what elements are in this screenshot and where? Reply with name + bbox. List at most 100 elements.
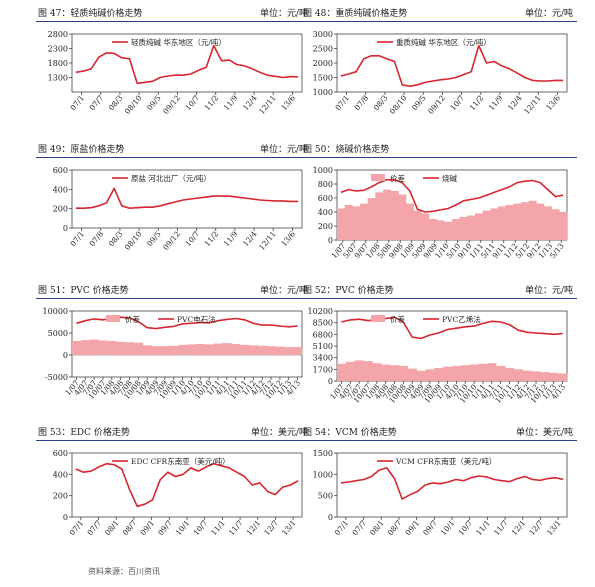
y-tick-label: 2000: [313, 59, 333, 68]
x-tick-label: 10/7: [183, 93, 201, 112]
legend-label: 价差: [390, 173, 405, 183]
diff-bar: [142, 345, 152, 355]
x-tick-label: 12/7: [262, 518, 280, 537]
diff-bar: [125, 342, 135, 355]
panel-header: 图 47：轻质纯碱价格走势 单位：元/吨: [36, 6, 312, 22]
y-tick-label: 1800: [48, 59, 68, 68]
y-tick-label: 400: [318, 208, 333, 217]
diff-bar: [398, 194, 407, 240]
panel-title: 图 54：VCM 价格走势: [303, 428, 397, 438]
panel-title: 图 48：重质纯碱价格走势: [303, 9, 408, 19]
diff-bar: [352, 206, 361, 240]
y-tick-label: 10000: [43, 307, 68, 316]
x-tick-label: 11/7: [492, 518, 510, 537]
x-tick-label: 12/11: [257, 230, 278, 252]
diff-bar: [551, 209, 560, 240]
panel-title: 图 51：PVC 价格走势: [38, 286, 129, 296]
diff-bar: [406, 203, 414, 240]
header-rule: [301, 157, 577, 158]
diff-bar: [482, 210, 491, 240]
x-tick-label: 12/1: [510, 519, 528, 538]
diff-bar: [536, 203, 545, 240]
panel-header: 图 49：原盐价格走势 单位：元/吨: [36, 142, 312, 158]
y-tick-label: 1000: [313, 88, 333, 97]
chart-plot: 020040060080010001/075/079/071/085/089/0…: [313, 166, 568, 260]
panel-header: 图 53：EDC 价格走势 单位：美元/吨: [36, 425, 312, 441]
header-rule: [301, 298, 577, 299]
x-tick-label: 07/7: [88, 93, 106, 112]
y-tick-label: 1000: [313, 470, 333, 479]
diff-bar: [513, 369, 524, 381]
x-tick-label: 12/1: [245, 519, 263, 538]
header-rule: [301, 21, 577, 22]
x-tick-label: 09/5: [145, 229, 163, 248]
diff-bar: [469, 364, 479, 381]
series-line: [340, 44, 564, 88]
chart-panel-53: 图 53：EDC 价格走势 单位：美元/吨 0 200 400 600 07/1 07/7…: [36, 425, 312, 545]
y-tick-label: 6800: [313, 330, 333, 339]
legend-swatch-bar: [106, 315, 120, 322]
diff-bar: [116, 341, 126, 355]
y-tick-label: 500: [318, 492, 333, 501]
header-rule: [36, 440, 312, 441]
y-tick-label: 1000: [313, 166, 333, 175]
x-tick-label: 07/1: [333, 519, 351, 538]
y-tick-label: 0: [63, 351, 68, 360]
x-tick-label: 12/11: [257, 94, 278, 116]
legend-swatch-bar: [371, 315, 385, 322]
diff-bar: [490, 208, 499, 240]
diff-bar: [375, 192, 384, 240]
y-tick-label: 8500: [313, 319, 333, 328]
diff-bar: [240, 344, 250, 355]
y-tick-label: 200: [53, 205, 68, 214]
legend-label: 价差: [125, 314, 140, 324]
y-tick-label: 400: [53, 185, 68, 194]
y-tick-label: 1500: [313, 74, 333, 83]
diff-bar: [72, 340, 82, 355]
chart-panel-47: 图 47：轻质纯碱价格走势 单位：元/吨 1300 1800 2300 2800 07/…: [36, 6, 312, 126]
panel-unit: 单位：元/吨: [524, 286, 573, 296]
y-tick-label: 2500: [313, 45, 333, 54]
y-tick-label: -5000: [45, 373, 68, 382]
x-tick-label: 11/9: [222, 93, 240, 112]
series-line: [75, 44, 299, 85]
x-tick-label: 10/7: [192, 518, 210, 537]
x-tick-label: 08/7: [386, 518, 404, 537]
diff-bar: [521, 202, 529, 240]
diff-bar: [444, 221, 453, 240]
diff-bar: [459, 216, 468, 240]
y-tick-label: 1300: [48, 74, 68, 83]
diff-bar: [213, 343, 223, 355]
diff-bar: [293, 347, 303, 355]
x-tick-label: 10/1: [174, 519, 192, 538]
diff-bar: [231, 344, 241, 355]
chart-panel-48: 图 48：重质纯碱价格走势 单位：元/吨 1000 1500 2000 2500 300…: [301, 6, 577, 126]
diff-bar: [337, 208, 345, 240]
panel-unit: 单位：元/吨: [259, 286, 308, 296]
x-tick-label: 5/13: [548, 241, 566, 260]
diff-bar: [549, 372, 559, 381]
y-tick-label: 5100: [313, 342, 333, 351]
x-tick-label: 11/1: [209, 519, 227, 538]
diff-bar: [248, 345, 259, 355]
diff-bar: [522, 370, 532, 381]
plot-frame: [71, 169, 303, 229]
header-rule: [36, 157, 312, 158]
y-tick-label: 0: [63, 513, 68, 522]
diff-bar: [133, 342, 144, 355]
diff-bar: [390, 365, 400, 381]
legend-label: PVC乙烯法: [442, 314, 481, 324]
diff-bar: [337, 363, 347, 381]
diff-bar: [467, 215, 476, 240]
x-tick-label: 09/5: [145, 93, 163, 112]
panel-header: 图 51：PVC 价格走势 单位：元/吨: [36, 283, 312, 299]
y-tick-label: 3000: [313, 30, 333, 39]
x-tick-label: 13/1: [545, 519, 563, 538]
panel-header: 图 54：VCM 价格走势 单位：美元/吨: [301, 425, 577, 441]
diff-bar: [421, 213, 430, 240]
diff-bar: [390, 191, 399, 240]
diff-bar: [478, 363, 488, 381]
diff-bar: [383, 189, 391, 240]
x-tick-label: 09/1: [138, 519, 156, 538]
x-tick-label: 12/4: [241, 229, 259, 248]
